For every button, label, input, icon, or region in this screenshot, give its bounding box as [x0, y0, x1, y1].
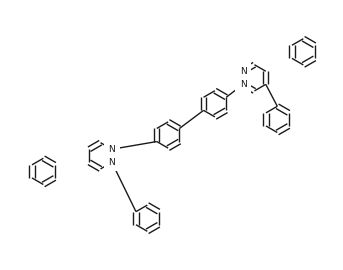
Text: N: N — [240, 67, 247, 76]
Text: N: N — [108, 145, 115, 154]
Text: N: N — [240, 80, 247, 89]
Text: N: N — [108, 158, 115, 167]
